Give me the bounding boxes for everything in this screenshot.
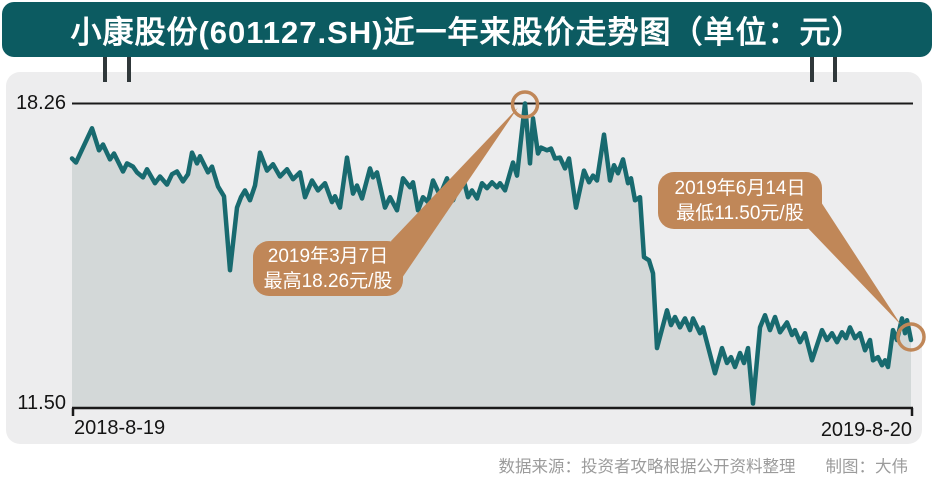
title-bar: 小康股份(601127.SH)近一年来股价走势图（单位：元）: [2, 2, 932, 57]
ribbon-pin: [127, 50, 131, 82]
y-axis-min-label: 11.50: [17, 392, 66, 414]
data-source-text: 数据来源：投资者攻略根据公开资料整理: [498, 458, 796, 476]
low-callout-date: 2019年6月14日: [674, 177, 806, 199]
chart-panel: [6, 72, 922, 444]
ribbon-pin: [833, 50, 837, 82]
footer: 数据来源：投资者攻略根据公开资料整理 制图：大伟: [268, 453, 909, 477]
x-axis-start-label: 2018-8-19: [74, 417, 166, 439]
x-axis-end-label: 2019-8-20: [820, 419, 912, 441]
high-callout-price: 最高18.26元/股: [263, 270, 393, 292]
credit-text: 制图：大伟: [825, 458, 909, 476]
ribbon-pin: [810, 50, 814, 82]
low-point-callout: 2019年6月14日 最低11.50元/股: [658, 172, 822, 229]
high-callout-date: 2019年3月7日: [267, 245, 389, 267]
high-point-callout: 2019年3月7日 最高18.26元/股: [253, 241, 403, 296]
y-axis-max-label: 18.26: [15, 92, 66, 114]
low-callout-price: 最低11.50元/股: [676, 202, 804, 224]
chart-title: 小康股份(601127.SH)近一年来股价走势图（单位：元）: [70, 15, 864, 50]
ribbon-pin: [103, 50, 107, 82]
